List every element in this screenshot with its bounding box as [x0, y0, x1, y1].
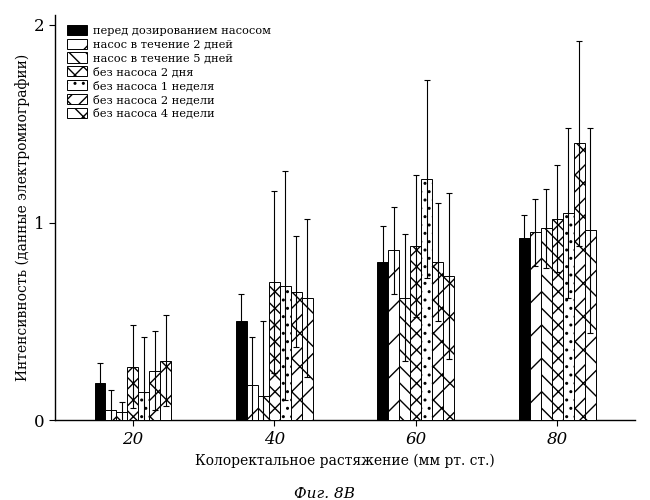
Bar [236, 322, 247, 420]
Bar [127, 367, 138, 420]
Bar [563, 212, 574, 420]
Bar [150, 370, 161, 420]
Bar [94, 382, 105, 420]
Bar [378, 262, 388, 420]
Bar [291, 292, 302, 420]
Bar [302, 298, 313, 420]
Text: Фиг. 8В: Фиг. 8В [294, 486, 356, 500]
Bar [247, 384, 258, 420]
Bar [552, 218, 563, 420]
Bar [530, 232, 541, 420]
Bar [574, 144, 584, 420]
Bar [584, 230, 595, 420]
Bar [541, 228, 552, 420]
Bar [269, 282, 280, 420]
Bar [258, 396, 269, 420]
Bar [443, 276, 454, 420]
Bar [280, 286, 291, 420]
Bar [116, 412, 127, 420]
Bar [519, 238, 530, 420]
Legend: перед дозированием насосом, насос в течение 2 дней, насос в течение 5 дней, без : перед дозированием насосом, насос в тече… [66, 24, 271, 119]
Bar [421, 179, 432, 420]
Bar [399, 298, 410, 420]
Bar [105, 410, 116, 420]
Bar [410, 246, 421, 420]
Bar [432, 262, 443, 420]
Y-axis label: Интенсивность (данные электромиографии): Интенсивность (данные электромиографии) [15, 54, 30, 381]
Bar [161, 361, 171, 420]
Bar [388, 250, 399, 420]
Bar [138, 392, 150, 420]
X-axis label: Колоректальное растяжение (мм рт. ст.): Колоректальное растяжение (мм рт. ст.) [195, 453, 495, 468]
